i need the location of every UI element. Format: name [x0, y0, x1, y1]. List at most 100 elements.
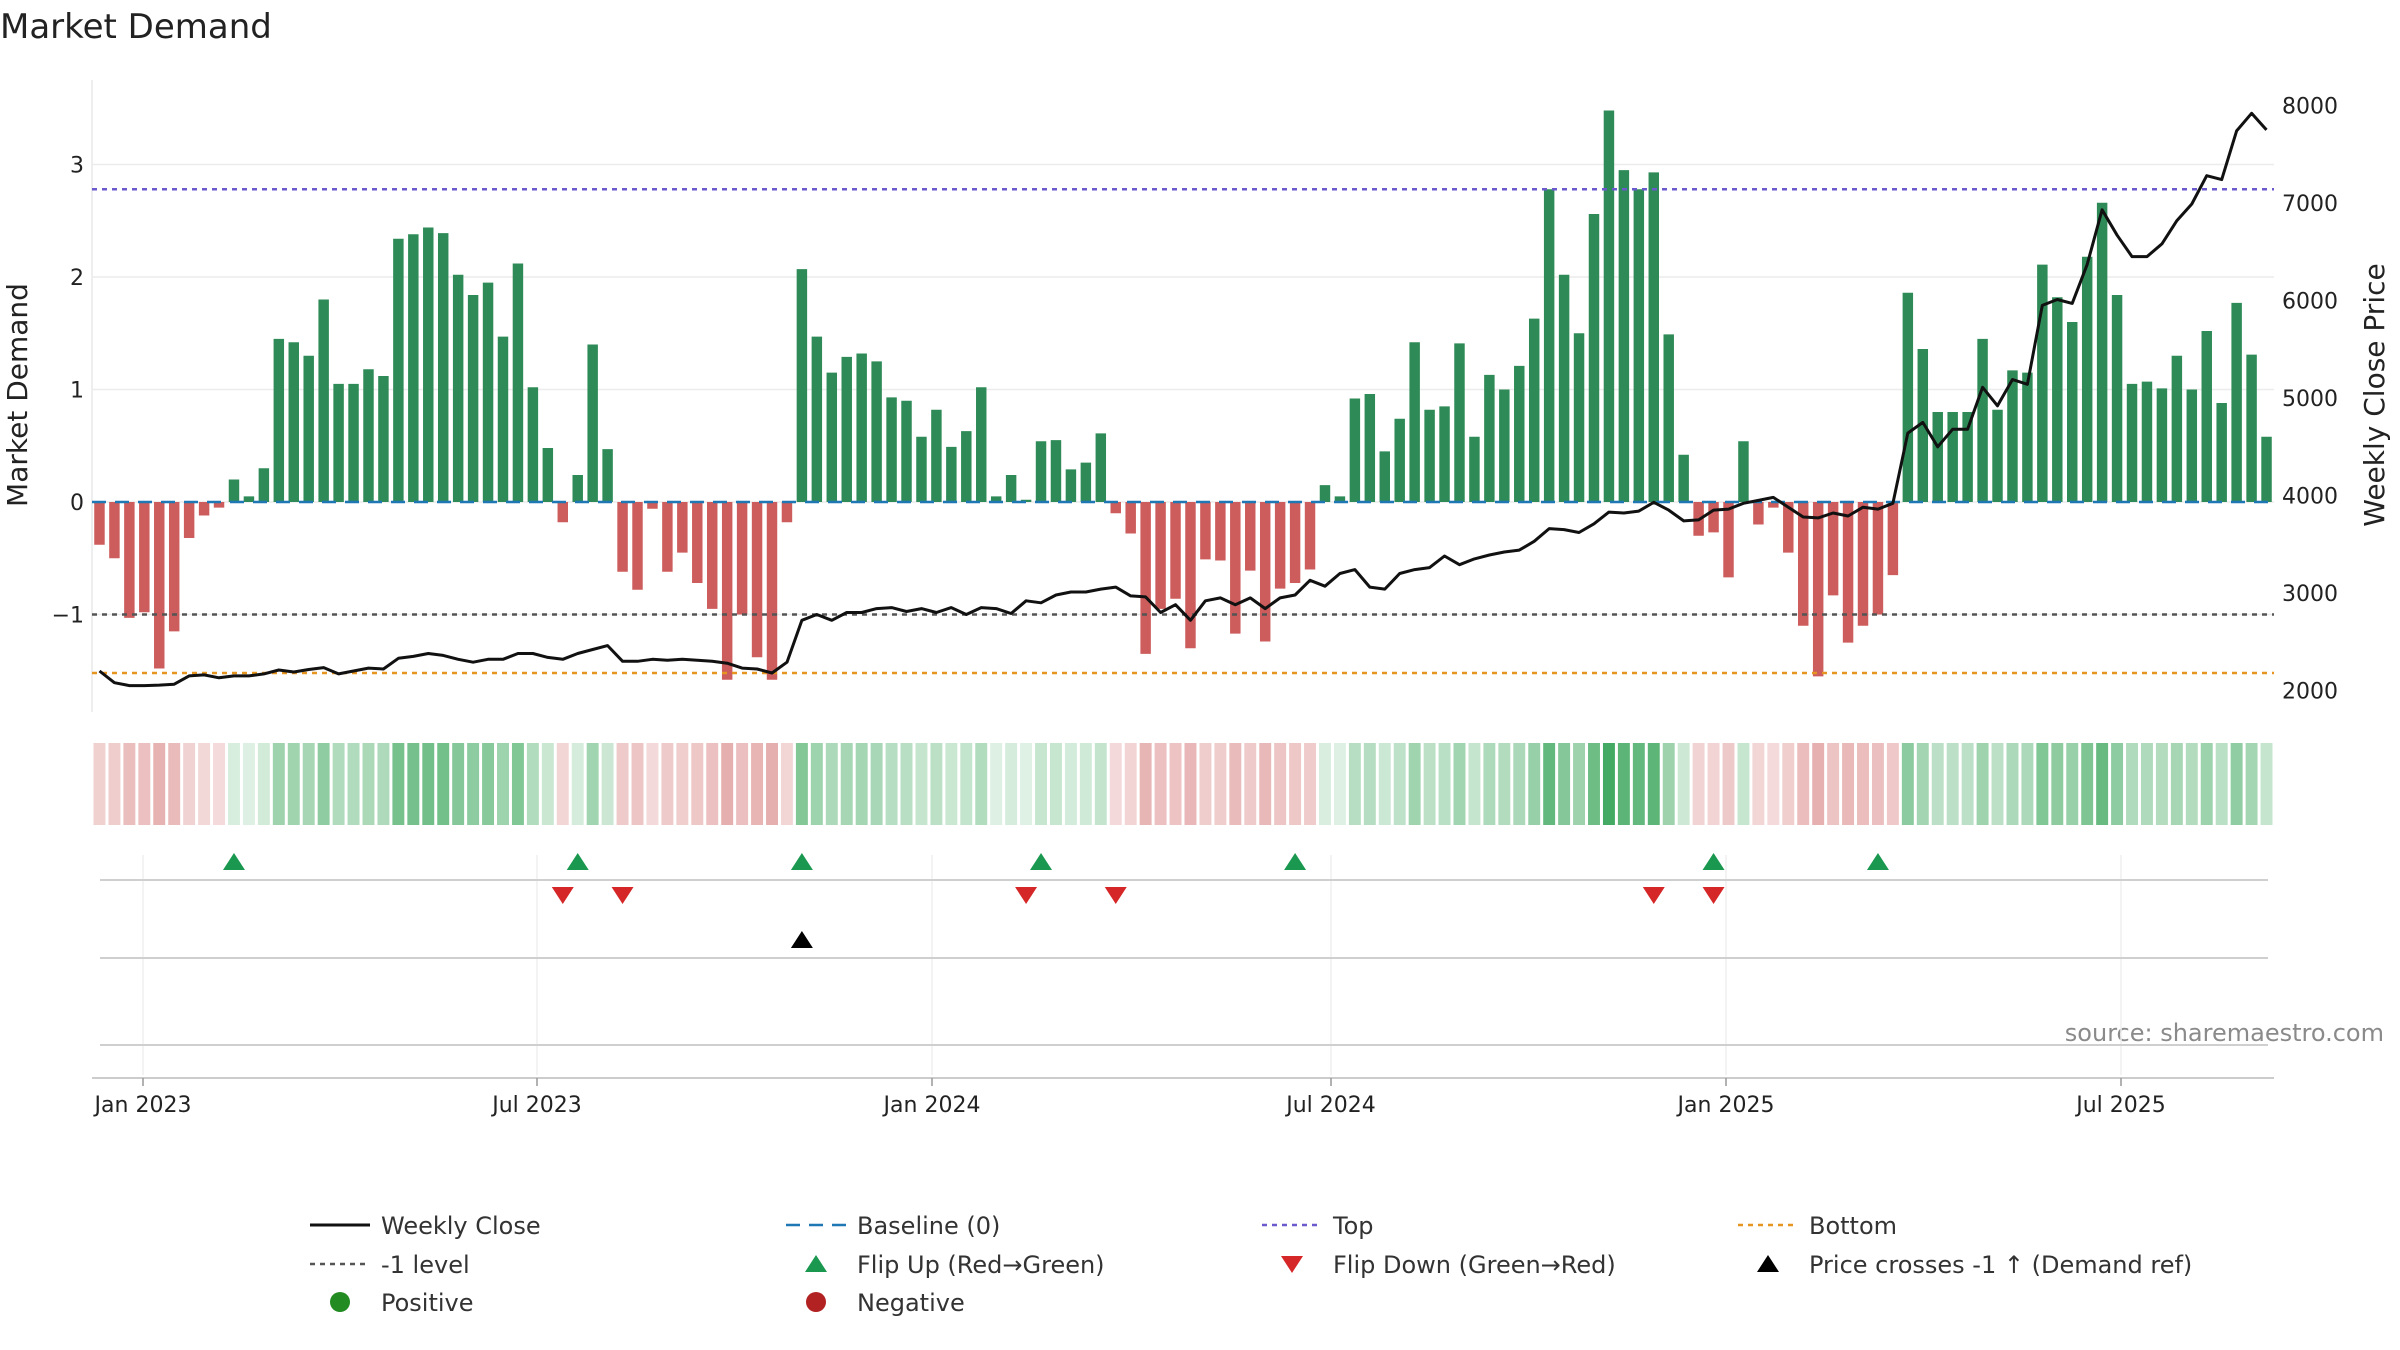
demand-bar-positive: [1050, 440, 1062, 502]
demand-bar-negative: [168, 502, 180, 632]
heat-cell: [1378, 743, 1391, 825]
heat-cell: [631, 743, 644, 825]
flip-up-marker: [1284, 853, 1307, 870]
heat-cell: [228, 743, 240, 825]
demand-bar-positive: [542, 448, 554, 502]
heat-cell: [257, 743, 270, 825]
demand-bar-positive: [916, 436, 927, 502]
legend-label: Weekly Close: [381, 1212, 541, 1240]
demand-bar-positive: [961, 431, 972, 502]
demand-bar-positive: [796, 269, 808, 502]
x-tick-label: Jan 2023: [93, 1093, 192, 1118]
heat-cell: [2215, 743, 2228, 825]
heat-cell: [1692, 743, 1705, 825]
heat-cell: [1274, 743, 1287, 825]
heat-cell: [1543, 743, 1556, 825]
heat-cell: [721, 743, 734, 825]
heat-cell: [840, 743, 853, 825]
y2-tick-label: 4000: [2282, 485, 2338, 510]
demand-bars: [94, 110, 2272, 680]
demand-bar-positive: [497, 336, 509, 502]
heat-cell: [1602, 743, 1615, 825]
legend: Weekly Close Baseline (0) Top Bottom -1 leve…: [310, 1212, 2192, 1317]
demand-bar-positive: [1618, 170, 1630, 502]
heat-cell: [766, 743, 778, 825]
demand-bar-positive: [1349, 398, 1361, 502]
demand-bar-positive: [1902, 292, 1914, 502]
heat-cell: [2230, 743, 2243, 825]
heat-cell: [93, 743, 106, 825]
demand-bar-positive: [1424, 409, 1435, 502]
demand-bar-positive: [348, 383, 359, 502]
x-tick-label: Jan 2024: [882, 1093, 981, 1118]
demand-bar-negative: [1827, 502, 1839, 596]
heat-cell: [1020, 743, 1033, 825]
heat-cell: [2245, 743, 2258, 825]
demand-bar-positive: [1573, 333, 1585, 502]
demand-bar-positive: [2216, 403, 2227, 502]
heat-cell: [1677, 743, 1690, 825]
y2-axis-ticks: 2000 3000 4000 5000 6000 7000 8000: [2282, 95, 2338, 705]
heat-cell: [1184, 743, 1197, 825]
demand-bar-positive: [990, 496, 1002, 502]
demand-bar-positive: [1558, 274, 1570, 502]
heat-cell: [1139, 743, 1152, 825]
heat-cell: [1214, 743, 1227, 825]
demand-bar-negative: [139, 502, 150, 613]
heat-cell: [2036, 743, 2049, 825]
demand-bar-positive: [2052, 297, 2063, 502]
heat-cell: [1064, 743, 1077, 825]
heat-cell: [661, 743, 674, 825]
legend-price-cross-icon: [1757, 1255, 1779, 1272]
heat-cell: [1961, 743, 1974, 825]
demand-bar-positive: [1095, 433, 1107, 502]
heat-cell: [1797, 743, 1810, 825]
heat-cell: [870, 743, 883, 825]
demand-bar-positive: [1005, 475, 1017, 502]
flip-up-marker: [1030, 853, 1053, 870]
demand-bar-positive: [1319, 485, 1331, 502]
heat-cell: [945, 743, 958, 825]
demand-bar-positive: [243, 496, 255, 502]
heat-cell: [138, 743, 151, 825]
heat-cell: [780, 743, 793, 825]
demand-bar-positive: [1962, 412, 1973, 502]
heat-cell: [1005, 743, 1018, 825]
demand-bar-negative: [1155, 502, 1166, 609]
heat-cell: [855, 743, 868, 825]
heat-cell: [900, 743, 913, 825]
demand-bar-positive: [512, 263, 524, 502]
demand-bar-positive: [318, 299, 329, 502]
demand-bar-positive: [2246, 354, 2257, 502]
y2-tick-label: 6000: [2282, 290, 2338, 315]
legend-label: Top: [1332, 1212, 1374, 1240]
heat-cell: [1468, 743, 1481, 825]
legend-label: Flip Up (Red→Green): [857, 1251, 1105, 1279]
demand-bar-positive: [1379, 451, 1390, 502]
heat-cell: [1707, 743, 1720, 825]
flip-up-marker: [1866, 853, 1889, 870]
heat-cell: [2081, 743, 2094, 825]
heat-cell: [1348, 743, 1361, 825]
demand-bar-positive: [1603, 110, 1615, 502]
y-tick-label: −1: [52, 604, 84, 629]
demand-bar-negative: [1783, 502, 1794, 553]
heat-cell: [556, 743, 569, 825]
demand-bar-positive: [1499, 389, 1510, 502]
legend-label: Baseline (0): [857, 1212, 1000, 1240]
heat-cell: [108, 743, 121, 825]
y-axis-ticks: −1 0 1 2 3: [52, 154, 84, 629]
heat-cell: [1423, 743, 1436, 825]
heat-cell: [2185, 743, 2198, 825]
demand-bar-positive: [1020, 499, 1032, 502]
reference-lines: [92, 188, 2274, 675]
heat-cell: [1498, 743, 1511, 825]
demand-bar-negative: [1857, 502, 1869, 626]
heat-cell: [123, 743, 136, 825]
heat-cell: [915, 743, 928, 825]
y-tick-label: 1: [70, 379, 84, 404]
demand-bar-negative: [647, 502, 658, 509]
demand-bar-positive: [886, 397, 897, 502]
heat-cell: [1812, 743, 1825, 825]
demand-bar-negative: [1887, 502, 1899, 576]
